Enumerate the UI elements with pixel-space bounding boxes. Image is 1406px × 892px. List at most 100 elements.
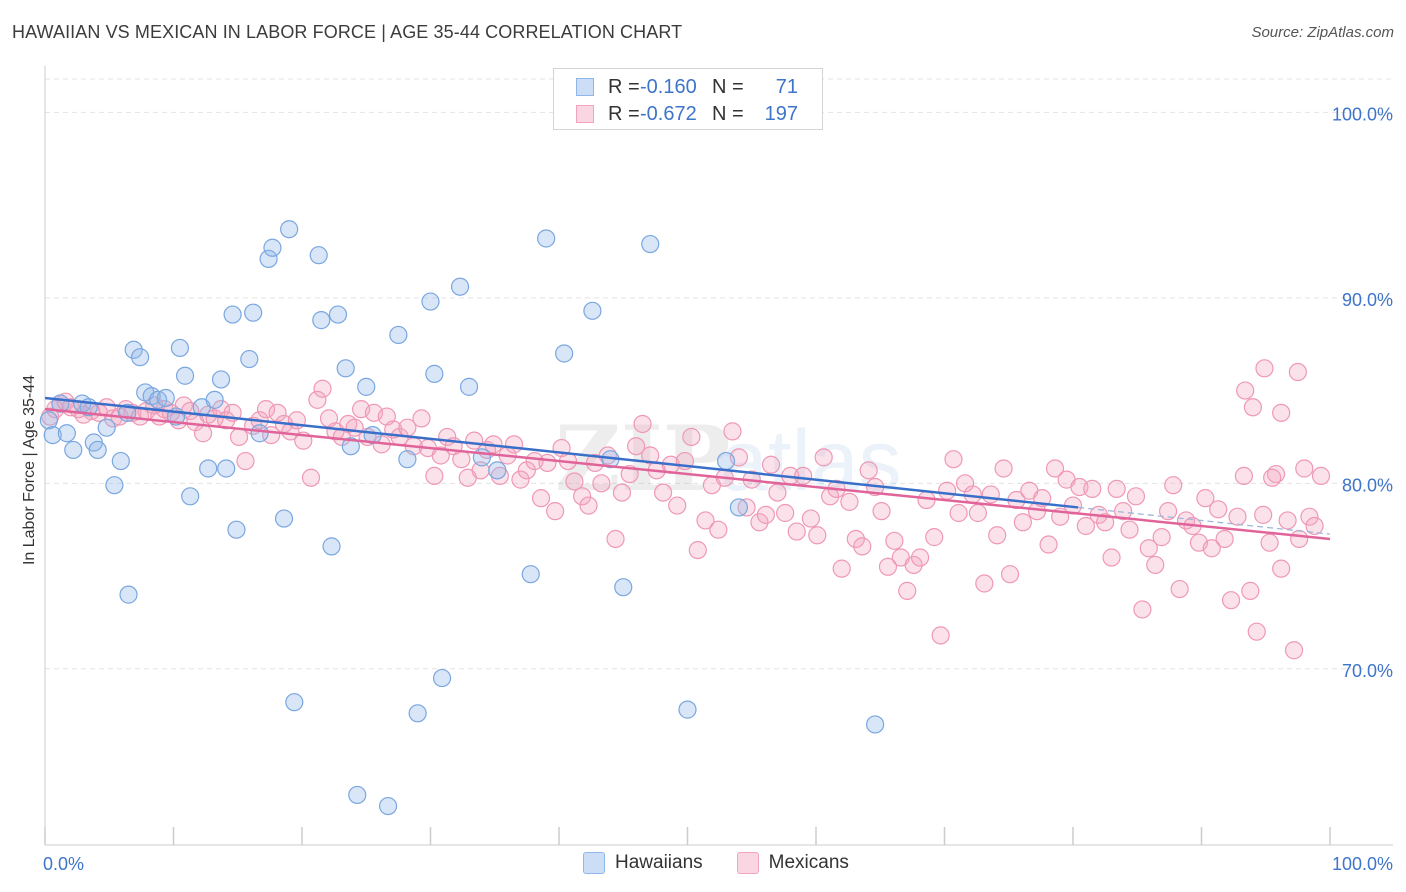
mexican-point (737, 498, 756, 517)
mexican-point (256, 400, 276, 419)
mexican-point (1288, 362, 1307, 382)
y-tick-label: 100.0% (1332, 104, 1393, 124)
mexican-point (1045, 459, 1065, 478)
hawaiian-point (341, 437, 360, 456)
mexican-point (633, 414, 652, 434)
hawaiian-point (105, 476, 124, 495)
hawaiian-point (88, 440, 107, 460)
hawaiian-point (614, 578, 633, 597)
mexican-point (696, 511, 715, 530)
hawaiian-point (348, 785, 367, 805)
hawaiian-point (357, 377, 376, 396)
hawaiian-point (729, 498, 749, 517)
mexican-point (1311, 466, 1331, 486)
mexican-point (1139, 539, 1158, 558)
hawaiian-point (259, 249, 278, 268)
hawaiian-point (263, 238, 282, 257)
hawaiians-swatch (576, 78, 594, 96)
mexican-point (1241, 581, 1260, 600)
mexican-point (878, 557, 898, 576)
mexican-point (1170, 579, 1189, 599)
r-value: -0.160 (640, 75, 697, 98)
mexican-point (1107, 479, 1126, 498)
mexican-point (1260, 533, 1279, 552)
mexican-point (511, 470, 530, 489)
zipatlas-watermark: ZIPatlas (555, 406, 902, 512)
mexican-point (1013, 513, 1032, 532)
mexican-point (1096, 513, 1115, 532)
mexican-point (1221, 591, 1241, 610)
mexican-point (236, 451, 255, 471)
mexican-point (904, 555, 923, 575)
mexican-point (1152, 528, 1171, 547)
mexican-point (1247, 622, 1266, 641)
mexican-point (579, 496, 598, 515)
hawaiian-point (130, 348, 150, 367)
series-legend: Hawaiians Mexicans (583, 852, 883, 874)
mexican-point (981, 485, 1000, 504)
mexican-point (776, 503, 795, 523)
hawaiian-point (285, 693, 304, 712)
hawaiian-point (119, 585, 138, 604)
mexican-point (592, 474, 611, 493)
hawaiian-point (223, 305, 242, 324)
hawaiian-point (716, 451, 736, 471)
mexican-point (653, 483, 673, 502)
hawaiian-point (280, 220, 299, 239)
r-label: R = (608, 75, 640, 98)
mexicans-trendline (44, 407, 1331, 541)
mexican-point (1158, 502, 1178, 521)
hawaiian-point (641, 234, 660, 254)
mexican-point (1083, 479, 1102, 498)
mexican-point (626, 437, 646, 456)
hawaiians-legend-label: Hawaiians (615, 852, 703, 873)
hawaiian-point (39, 411, 58, 430)
hawaiians-points (39, 95, 885, 816)
source-credit: Source: ZipAtlas.com (1251, 24, 1394, 41)
hawaiian-point (217, 459, 236, 478)
legend-item-mexicans[interactable]: Mexicans (736, 852, 849, 874)
mexican-point (1114, 502, 1133, 521)
hawaiian-point (488, 461, 507, 480)
hawaiian-point (250, 424, 269, 443)
mexican-point (709, 520, 728, 539)
mexican-point (1254, 505, 1273, 524)
mexican-point (668, 496, 687, 515)
hawaiian-point (111, 451, 130, 471)
legend-item-hawaiians[interactable]: Hawaiians (583, 852, 703, 874)
mexican-point (1236, 381, 1255, 400)
mexican-point (794, 466, 813, 486)
mexican-point (787, 522, 806, 541)
mexican-point (229, 427, 249, 447)
mexican-point (975, 574, 994, 593)
mexican-point (1305, 516, 1324, 536)
mexican-point (1300, 507, 1319, 526)
y-tick-label: 70.0% (1342, 661, 1393, 681)
hawaiians-legend-swatch (583, 852, 605, 874)
hawaiian-point (309, 246, 328, 265)
mexican-point (517, 461, 536, 480)
mexican-point (750, 513, 769, 532)
legend-row-mexicans: R = -0.672 N = 197 (576, 102, 798, 126)
mexican-point (994, 459, 1013, 478)
hawaiian-point (866, 715, 885, 734)
hawaiian-point (389, 325, 408, 345)
mexican-point (832, 559, 851, 578)
correlation-legend: R = -0.160 N = 71 R = -0.672 N = 197 (553, 68, 823, 130)
n-label: N = (712, 102, 744, 125)
mexican-point (859, 461, 878, 480)
x-tick-label: 100.0% (1332, 854, 1393, 874)
mexican-point (1278, 511, 1297, 530)
mexican-point (1000, 565, 1020, 584)
mexican-point (268, 403, 287, 422)
mexican-point (761, 455, 781, 474)
hawaiian-point (459, 377, 479, 396)
mexican-point (531, 489, 551, 508)
mexican-point (931, 626, 950, 645)
mexican-point (840, 492, 859, 511)
hawaiian-point (363, 425, 382, 445)
hawaiian-point (521, 565, 540, 584)
mexican-point (412, 409, 431, 428)
mexican-point (846, 529, 865, 549)
